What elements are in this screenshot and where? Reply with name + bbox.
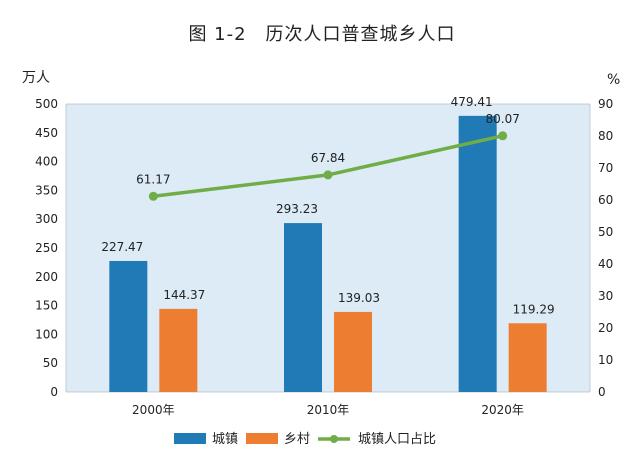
data-label: 139.03 <box>338 291 380 305</box>
data-label: 144.37 <box>163 288 205 302</box>
left-axis-unit: 万人 <box>22 70 50 86</box>
left-axis: 0 50 100 150 200 250 300 350 400 450 500 <box>35 97 58 399</box>
x-axis: 2000年 2010年 2020年 <box>132 403 524 417</box>
chart-title: 图 1-2 历次人口普查城乡人口 <box>188 24 456 45</box>
x-tick-label: 2010年 <box>307 403 350 417</box>
right-axis-unit: % <box>607 72 620 88</box>
legend: 城镇 乡村 城镇人口占比 <box>174 432 436 447</box>
left-tick-label: 300 <box>35 212 58 226</box>
left-tick-label: 250 <box>35 241 58 255</box>
right-tick-label: 40 <box>598 257 613 271</box>
bar <box>334 311 372 392</box>
bar <box>458 115 497 393</box>
left-tick-label: 100 <box>35 327 58 341</box>
x-tick-label: 2020年 <box>481 403 524 417</box>
line-data-label: 61.17 <box>136 172 170 186</box>
right-tick-label: 70 <box>598 161 613 175</box>
legend-label: 乡村 <box>284 432 310 447</box>
data-label: 293.23 <box>276 202 318 216</box>
left-tick-label: 350 <box>35 183 58 197</box>
left-tick-label: 400 <box>35 155 58 169</box>
legend-marker <box>330 435 338 443</box>
bar <box>508 323 547 392</box>
bars <box>109 115 547 393</box>
left-tick-label: 0 <box>50 385 58 399</box>
line-point <box>148 191 158 201</box>
legend-label: 城镇人口占比 <box>358 432 436 447</box>
plot-area <box>65 103 591 393</box>
left-tick-label: 450 <box>35 126 58 140</box>
right-tick-label: 30 <box>598 289 613 303</box>
bar <box>284 223 322 392</box>
ratio-line <box>148 131 508 201</box>
data-label: 119.29 <box>513 302 555 316</box>
right-tick-label: 80 <box>598 129 613 143</box>
bar <box>109 260 148 392</box>
legend-label: 城镇 <box>212 432 238 447</box>
line-data-label: 67.84 <box>311 151 345 165</box>
right-tick-label: 60 <box>598 193 613 207</box>
line-data-label: 80.07 <box>485 112 519 126</box>
right-tick-label: 20 <box>598 321 613 335</box>
x-tick-label: 2000年 <box>132 403 175 417</box>
data-label: 479.41 <box>451 95 493 109</box>
data-labels: 227.47 144.37 293.23 139.03 479.41 119.29 61.1… <box>101 95 554 316</box>
line-point <box>323 170 333 180</box>
right-tick-label: 0 <box>598 385 606 399</box>
legend-swatch <box>174 433 206 444</box>
left-tick-label: 500 <box>35 97 58 111</box>
bar <box>159 308 198 392</box>
right-tick-label: 50 <box>598 225 613 239</box>
legend-swatch <box>246 433 278 444</box>
left-tick-label: 200 <box>35 270 58 284</box>
right-tick-label: 10 <box>598 353 613 367</box>
right-tick-label: 90 <box>598 97 613 111</box>
data-label: 227.47 <box>101 240 143 254</box>
left-tick-label: 50 <box>43 356 58 370</box>
right-axis: 0 10 20 30 40 50 60 70 80 90 <box>598 97 613 399</box>
line-point <box>498 131 508 141</box>
left-tick-label: 150 <box>35 299 58 313</box>
